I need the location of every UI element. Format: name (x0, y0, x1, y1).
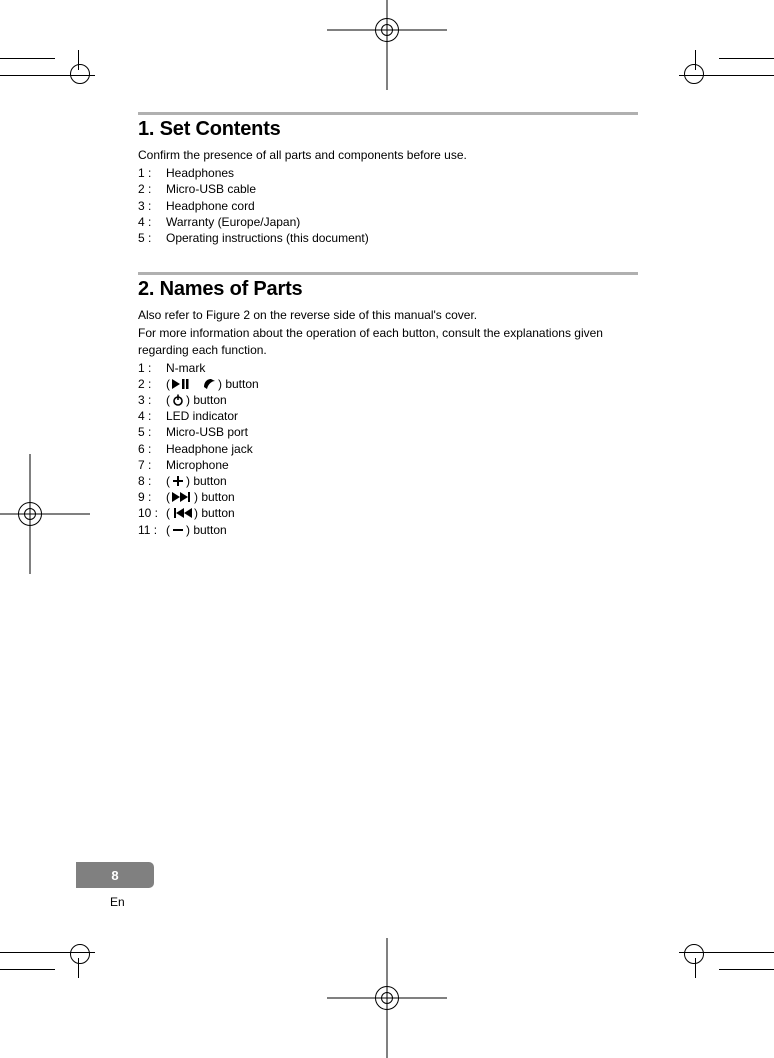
item-label: Micro-USB port (166, 424, 638, 440)
item-number: 2 : (138, 376, 166, 392)
intro-set-contents: Confirm the presence of all parts and co… (138, 147, 638, 163)
item-number: 11 : (138, 522, 166, 538)
next-icon (172, 492, 192, 502)
plus-icon (172, 475, 184, 487)
item-number: 5 : (138, 230, 166, 246)
item-number: 9 : (138, 489, 166, 505)
section-set-contents: 1. Set Contents Confirm the presence of … (138, 112, 638, 246)
list-item: 11 : ( ) button (138, 522, 638, 538)
list-item: 7 :Microphone (138, 457, 638, 473)
intro-names-of-parts-1: Also refer to Figure 2 on the reverse si… (138, 307, 638, 323)
item-number: 1 : (138, 165, 166, 181)
heading-set-contents: 1. Set Contents (138, 118, 638, 141)
separator-bar (138, 272, 638, 275)
item-label: ( ) button (166, 473, 638, 489)
paren-open: ( (166, 522, 170, 538)
registration-mark-bottom (327, 938, 447, 1058)
intro-names-of-parts-2: For more information about the operation… (138, 325, 638, 357)
list-item: 3 : ( ) button (138, 392, 638, 408)
list-item: 1 :N-mark (138, 360, 638, 376)
button-suffix: ) button (194, 505, 235, 521)
item-label: ( ) button (166, 376, 638, 392)
item-number: 8 : (138, 473, 166, 489)
item-number: 1 : (138, 360, 166, 376)
separator-bar (138, 112, 638, 115)
list-item: 4 :Warranty (Europe/Japan) (138, 214, 638, 230)
button-suffix: ) button (186, 392, 227, 408)
item-label: Warranty (Europe/Japan) (166, 214, 638, 230)
paren-open: ( (166, 489, 170, 505)
phone-icon (202, 378, 216, 390)
page-content: 1. Set Contents Confirm the presence of … (138, 112, 638, 538)
item-number: 3 : (138, 392, 166, 408)
registration-mark-top (327, 0, 447, 90)
power-icon (172, 394, 184, 406)
crop-corner-tl (0, 0, 120, 120)
prev-icon (172, 508, 192, 518)
list-item: 1 :Headphones (138, 165, 638, 181)
list-names-of-parts: 1 :N-mark2 : ( ) button3 : ( ) button4 :… (138, 360, 638, 538)
item-number: 3 : (138, 198, 166, 214)
list-item: 5 :Operating instructions (this document… (138, 230, 638, 246)
item-label: ( ) button (166, 505, 638, 521)
item-label: ( ) button (166, 522, 638, 538)
button-suffix: ) button (186, 522, 227, 538)
paren-open: ( (166, 505, 170, 521)
item-number: 2 : (138, 181, 166, 197)
button-suffix: ) button (218, 376, 259, 392)
page-number: 8 (111, 868, 118, 883)
item-label: Micro-USB cable (166, 181, 638, 197)
item-label: Headphones (166, 165, 638, 181)
item-label: N-mark (166, 360, 638, 376)
list-set-contents: 1 :Headphones2 :Micro-USB cable3 :Headph… (138, 165, 638, 246)
item-number: 5 : (138, 424, 166, 440)
item-label: LED indicator (166, 408, 638, 424)
item-label: Operating instructions (this document) (166, 230, 638, 246)
language-label: En (110, 895, 125, 909)
list-item: 6 :Headphone jack (138, 441, 638, 457)
list-item: 4 :LED indicator (138, 408, 638, 424)
item-number: 10 : (138, 505, 166, 521)
list-item: 9 : ( ) button (138, 489, 638, 505)
list-item: 2 :Micro-USB cable (138, 181, 638, 197)
item-label: Headphone cord (166, 198, 638, 214)
list-item: 5 :Micro-USB port (138, 424, 638, 440)
minus-icon (172, 524, 184, 536)
crop-corner-br (654, 908, 774, 1028)
paren-open: ( (166, 392, 170, 408)
section-names-of-parts: 2. Names of Parts Also refer to Figure 2… (138, 272, 638, 538)
button-suffix: ) button (194, 489, 235, 505)
item-label: Microphone (166, 457, 638, 473)
list-item: 8 : ( ) button (138, 473, 638, 489)
item-number: 4 : (138, 214, 166, 230)
paren-open: ( (166, 473, 170, 489)
item-number: 4 : (138, 408, 166, 424)
page-number-tab: 8 (76, 862, 154, 888)
item-label: ( ) button (166, 392, 638, 408)
list-item: 3 :Headphone cord (138, 198, 638, 214)
item-number: 6 : (138, 441, 166, 457)
registration-mark-left (0, 454, 90, 574)
item-label: ( ) button (166, 489, 638, 505)
heading-names-of-parts: 2. Names of Parts (138, 278, 638, 301)
paren-open: ( (166, 376, 170, 392)
list-item: 10 : ( ) button (138, 505, 638, 521)
button-suffix: ) button (186, 473, 227, 489)
item-number: 7 : (138, 457, 166, 473)
crop-corner-tr (654, 0, 774, 120)
list-item: 2 : ( ) button (138, 376, 638, 392)
crop-corner-bl (0, 908, 120, 1028)
play-pause-icon (172, 379, 198, 389)
item-label: Headphone jack (166, 441, 638, 457)
